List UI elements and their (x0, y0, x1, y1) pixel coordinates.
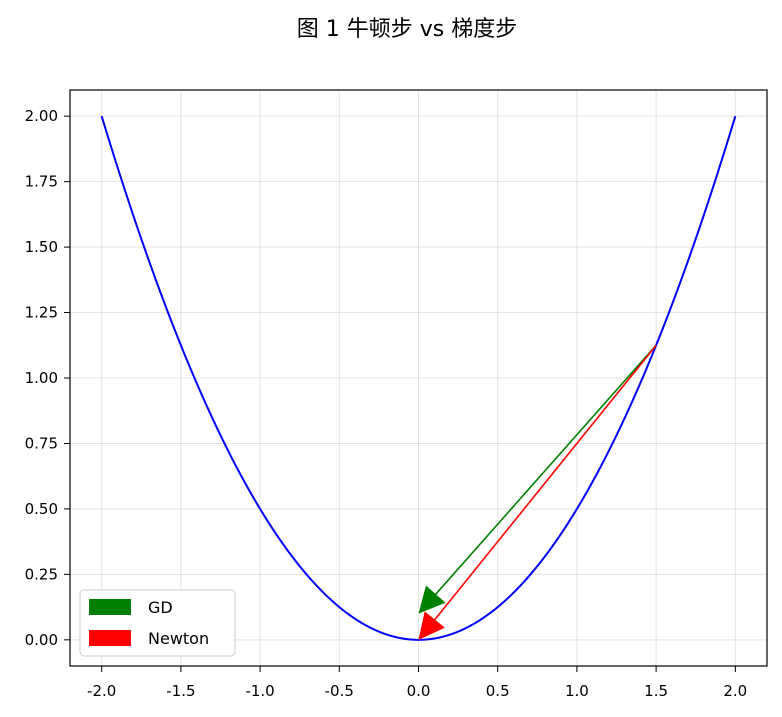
legend-label-gd: GD (148, 598, 173, 617)
chart-title: 图 1 牛顿步 vs 梯度步 (297, 17, 517, 42)
y-tick-label: 1.75 (25, 173, 58, 191)
legend-label-newton: Newton (148, 629, 209, 648)
x-tick-label: -0.5 (325, 682, 354, 700)
arrow-head (418, 611, 445, 640)
y-tick-label: 1.25 (25, 304, 58, 322)
y-tick-label: 1.50 (25, 238, 58, 256)
x-tick-label: -2.0 (87, 682, 116, 700)
x-tick-label: 1.0 (565, 682, 589, 700)
arrow-shaft (435, 344, 657, 595)
x-tick-label: 2.0 (723, 682, 747, 700)
arrow-gd (418, 344, 657, 614)
x-tick-label: -1.5 (166, 682, 195, 700)
x-tick-label: 0.5 (486, 682, 510, 700)
legend: GD Newton (79, 589, 236, 657)
y-axis-ticks: 0.00 0.25 0.50 0.75 1.00 1.25 1.50 1.75 2.00 (25, 107, 70, 649)
arrow-layer (418, 344, 657, 640)
legend-swatch-newton (89, 630, 131, 646)
y-tick-label: 0.75 (25, 434, 58, 452)
arrow-newton (418, 344, 657, 640)
x-tick-label: 1.5 (644, 682, 668, 700)
grid (70, 90, 767, 666)
y-tick-label: 1.00 (25, 369, 58, 387)
x-axis-ticks: -2.0 -1.5 -1.0 -0.5 0.0 0.5 1.0 1.5 2.0 (87, 666, 747, 700)
legend-swatch-gd (89, 599, 131, 615)
arrow-head (418, 585, 446, 614)
y-tick-label: 2.00 (25, 107, 58, 125)
y-tick-label: 0.50 (25, 500, 58, 518)
x-tick-label: 0.0 (407, 682, 431, 700)
x-tick-label: -1.0 (245, 682, 274, 700)
arrow-shaft (434, 344, 657, 621)
y-tick-label: 0.00 (25, 631, 58, 649)
y-tick-label: 0.25 (25, 565, 58, 583)
